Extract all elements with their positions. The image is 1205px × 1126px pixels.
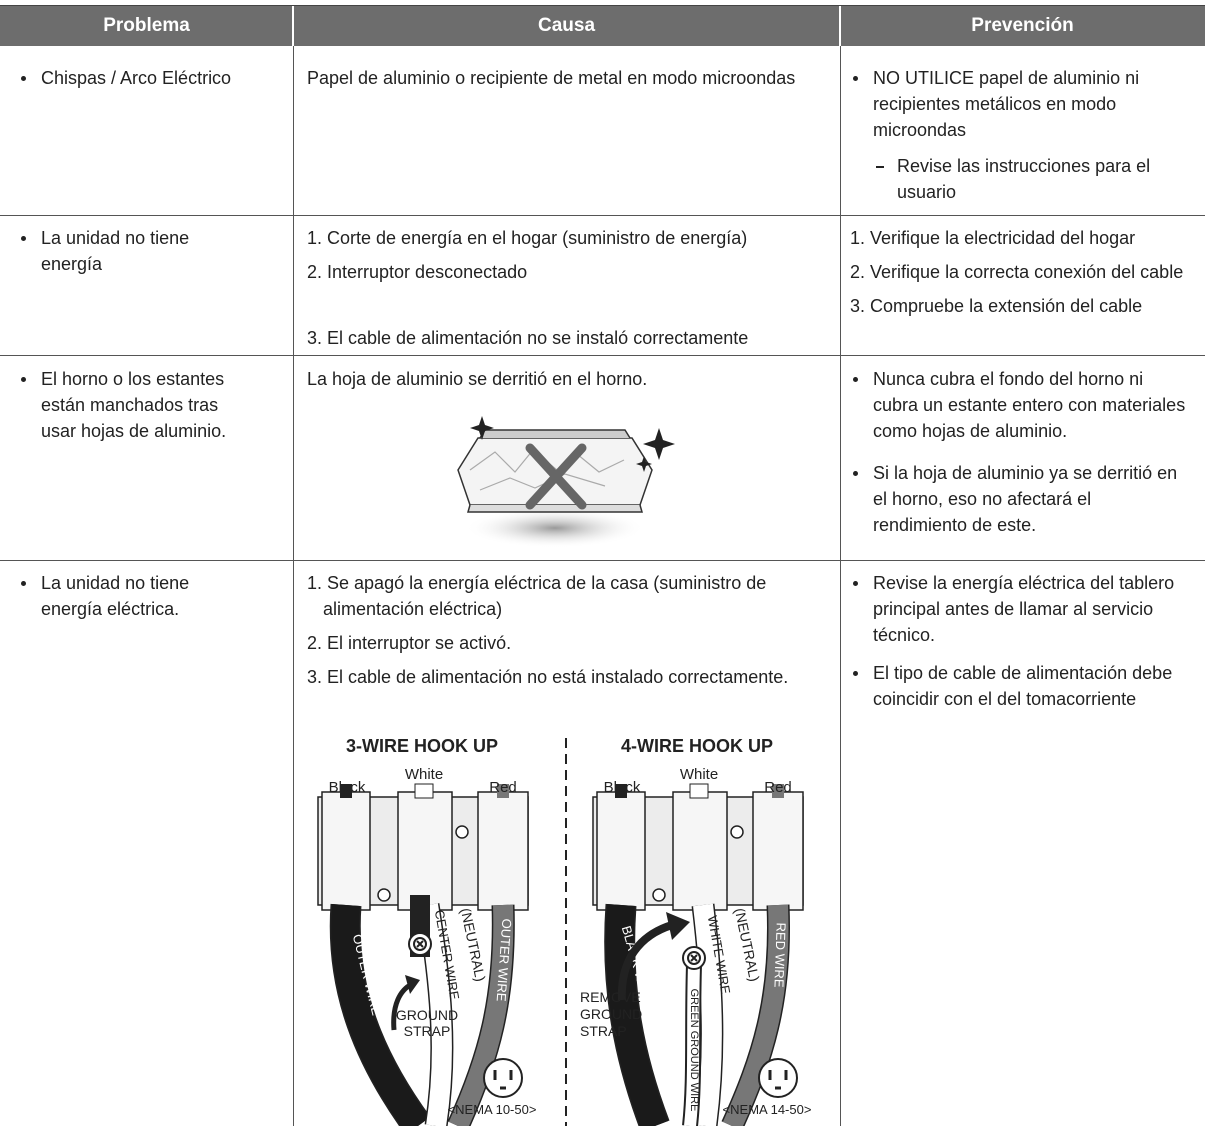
prevention: NO UTILICE papel de aluminio ni recipien… <box>850 65 1190 143</box>
terminal-label: Red <box>489 779 517 796</box>
cause: 2. Interruptor desconectado <box>307 262 528 282</box>
connector <box>414 783 434 799</box>
wire <box>331 904 430 1126</box>
diagram-title: 3-WIRE HOOK UP <box>346 736 498 756</box>
header-cell: Causa <box>293 6 840 46</box>
screw <box>690 954 698 962</box>
connector <box>772 784 784 798</box>
header-cell: Problema <box>0 6 293 46</box>
wire <box>605 904 669 1126</box>
header-cell: Prevención <box>840 6 1205 46</box>
wire-label: (NEUTRAL) <box>458 907 489 983</box>
terminal <box>752 791 804 911</box>
prevention: Nunca cubra el fondo del horno ni cubra … <box>850 366 1190 444</box>
terminal <box>672 791 728 911</box>
row-rule <box>0 560 1205 561</box>
cause: 3. El cable de alimentación no está inst… <box>307 667 789 687</box>
cause: 2. El interruptor se activó. <box>307 633 512 653</box>
outlet <box>493 1070 513 1090</box>
prevention-sub: Revise las instrucciones para el usuario <box>873 153 1190 205</box>
terminal-label: Black <box>604 779 641 796</box>
col-rule <box>293 46 294 1126</box>
outlet <box>768 1070 788 1090</box>
prevention: Si la hoja de aluminio ya se derritió en… <box>850 460 1190 538</box>
cause: 3. El cable de alimentación no se instal… <box>307 328 749 348</box>
prevention: 1. Verifique la electricidad del hogar <box>850 228 1136 248</box>
cause: La hoja de aluminio se derritió en el ho… <box>307 369 648 389</box>
wire-label: GREEN GROUND WIRE <box>688 989 700 1112</box>
prevention: Revise la energía eléctrica del tablero … <box>850 570 1180 648</box>
hole <box>377 888 391 902</box>
col-rule <box>840 46 841 1126</box>
note: STRAP <box>404 1023 451 1039</box>
outlet <box>758 1058 798 1098</box>
cause: 1. Se apagó la energía eléctrica de la c… <box>307 573 767 619</box>
connector <box>340 784 352 798</box>
outlet-label: <NEMA 14-50> <box>723 1102 812 1117</box>
terminal <box>397 791 453 911</box>
terminal <box>596 791 646 911</box>
wire <box>418 903 452 1126</box>
wire-label: RED WIRE <box>771 922 788 988</box>
row-rule <box>0 355 1205 356</box>
outlet-label: <NEMA 10-50> <box>448 1102 537 1117</box>
outlet <box>483 1058 523 1098</box>
note: GROUND <box>396 1007 458 1023</box>
cause: 1. Corte de energía en el hogar (suminis… <box>307 228 748 248</box>
header-divider <box>839 6 841 46</box>
wire <box>693 903 722 1126</box>
problem: La unidad no tiene energía <box>18 225 245 277</box>
prevention: 2. Verifique la correcta conexión del ca… <box>850 262 1184 282</box>
terminal <box>321 791 371 911</box>
terminal-label: White <box>405 766 443 783</box>
terminal-label: Black <box>329 779 366 796</box>
wire-label: OUTER WIRE <box>494 918 515 1002</box>
hole <box>730 825 744 839</box>
problem: La unidad no tiene energía eléctrica. <box>18 570 245 622</box>
connector <box>689 783 709 799</box>
cause: Papel de aluminio o recipiente de metal … <box>307 68 796 88</box>
screw <box>416 940 424 948</box>
wire <box>684 964 700 1126</box>
wire-label: (NEUTRAL) <box>732 907 763 983</box>
arrow <box>617 921 674 1001</box>
arrow <box>666 912 690 940</box>
hole <box>455 825 469 839</box>
terminal-label: White <box>680 766 718 783</box>
wire <box>448 904 514 1126</box>
diagram-title: 4-WIRE HOOK UP <box>621 736 773 756</box>
note: GROUND <box>580 1006 642 1022</box>
arrow <box>405 975 420 994</box>
wire <box>722 904 789 1126</box>
problem: El horno o los estantes están manchados … <box>18 366 245 444</box>
row-rule <box>0 215 1205 216</box>
foil-illustration <box>457 416 675 548</box>
connector <box>615 784 627 798</box>
header-divider <box>292 6 294 46</box>
note: REMOVE <box>580 989 641 1005</box>
terminal-label: Red <box>764 779 792 796</box>
prevention: 3. Compruebe la extensión del cable <box>850 296 1143 316</box>
problem: Chispas / Arco Eléctrico <box>18 65 245 91</box>
connector <box>497 784 509 798</box>
rule <box>0 5 1205 6</box>
prevention: El tipo de cable de alimentación debe co… <box>850 660 1180 712</box>
note: STRAP <box>580 1023 627 1039</box>
terminal <box>477 791 529 911</box>
hole <box>652 888 666 902</box>
